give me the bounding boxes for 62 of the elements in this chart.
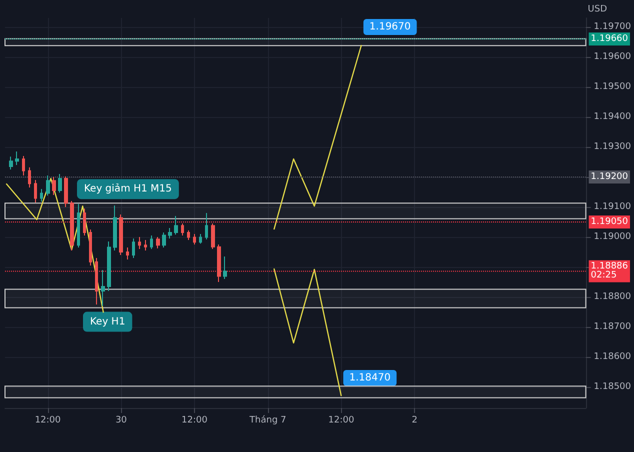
candlestick (150, 235, 153, 250)
annotation: 1.18470 (349, 372, 391, 384)
candlestick (107, 241, 111, 292)
candlestick (46, 175, 50, 196)
candlestick (217, 244, 221, 282)
candlestick (34, 180, 37, 203)
candlestick (52, 176, 56, 196)
candlestick (205, 212, 208, 240)
candlestick (28, 166, 31, 188)
ref-line-label: 1.19200 (590, 172, 628, 182)
ref-line-label: 1.19660 (590, 34, 628, 44)
candlestick (126, 247, 129, 260)
x-tick-label: 12:00 (328, 416, 354, 426)
candlestick (77, 204, 80, 248)
candlestick (95, 258, 98, 305)
candlestick (119, 214, 123, 256)
candlestick (199, 234, 202, 244)
y-tick-label: 1.18700 (594, 322, 632, 332)
candlestick (181, 223, 184, 236)
candlestick (174, 216, 178, 236)
candlestick (89, 229, 92, 266)
candlestick (138, 236, 141, 250)
candlestick (144, 240, 147, 251)
candlestick (187, 230, 190, 240)
candlestick (70, 200, 74, 251)
annotation: 1.19670 (369, 22, 411, 32)
candlestick (156, 236, 160, 249)
y-tick-label: 1.19000 (594, 232, 632, 242)
y-tick-label: 1.19300 (594, 142, 632, 152)
candlestick (223, 256, 227, 280)
candlestick (15, 151, 19, 166)
candlestick (64, 176, 68, 208)
x-tick-label: Tháng 7 (248, 414, 286, 426)
y-tick-label: 1.19500 (594, 82, 632, 92)
candlestick (101, 270, 105, 306)
candlestick (162, 232, 166, 248)
x-tick-label: 12:00 (34, 416, 62, 426)
band-label: Key giảm H1 M15 (84, 182, 172, 195)
candlestick (9, 156, 13, 170)
candlestick (168, 228, 172, 239)
y-tick-label: 1.18800 (594, 292, 632, 302)
candlestick (58, 174, 62, 194)
candlestick (113, 205, 117, 251)
x-tick-label: 30 (115, 416, 128, 426)
y-tick-label: 1.19100 (594, 202, 632, 212)
y-tick-label: 1.19600 (594, 52, 632, 62)
y-axis-title: USD (588, 4, 608, 14)
x-tick-label: 2 (412, 416, 418, 426)
candlestick (211, 223, 215, 250)
y-tick-label: 1.19400 (594, 112, 632, 122)
ref-line-label: 1.19050 (590, 217, 628, 227)
ref-line-label: 1.18886 02:25 (590, 262, 628, 281)
candlestick (83, 208, 86, 236)
candlestick (132, 238, 135, 258)
x-tick-label: 12:00 (182, 416, 208, 426)
candlestick (40, 188, 43, 202)
candlestick (22, 156, 25, 176)
band-label: Key H1 (90, 316, 126, 328)
y-tick-label: 1.19700 (594, 22, 632, 32)
y-tick-label: 1.18600 (594, 352, 632, 362)
y-tick-label: 1.18500 (594, 382, 632, 392)
candlestick (193, 234, 196, 245)
